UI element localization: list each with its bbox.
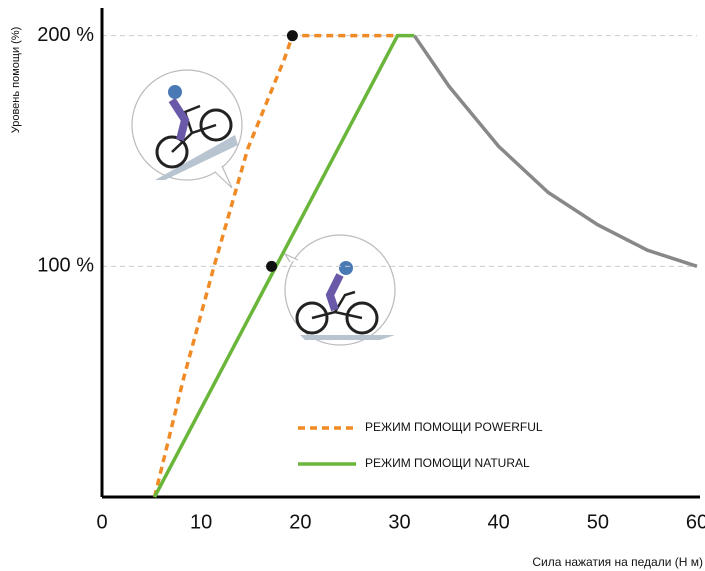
cyclist-uphill-illustration	[131, 69, 243, 189]
legend-label: РЕЖИМ ПОМОЩИ POWERFUL	[365, 420, 543, 434]
y-tick-label: 200 %	[37, 24, 94, 46]
x-tick-label: 20	[289, 511, 311, 533]
marker	[266, 260, 278, 272]
legend-label: РЕЖИМ ПОМОЩИ NATURAL	[365, 456, 530, 470]
y-axis-label: Уровень помощи (%)	[10, 27, 22, 134]
x-tick-label: 60	[686, 511, 705, 533]
x-tick-label: 40	[488, 511, 510, 533]
x-tick-label: 30	[388, 511, 410, 533]
cyclist-flat-illustration	[283, 234, 396, 346]
series-line	[412, 34, 698, 269]
x-tick-label: 10	[190, 511, 212, 533]
x-tick-label: 50	[587, 511, 609, 533]
marker	[286, 30, 298, 42]
x-axis-label: Сила нажатия на педали (Н м)	[532, 555, 703, 569]
y-tick-label: 100 %	[37, 255, 94, 277]
series-line	[153, 33, 415, 498]
x-tick-label: 0	[96, 511, 107, 533]
